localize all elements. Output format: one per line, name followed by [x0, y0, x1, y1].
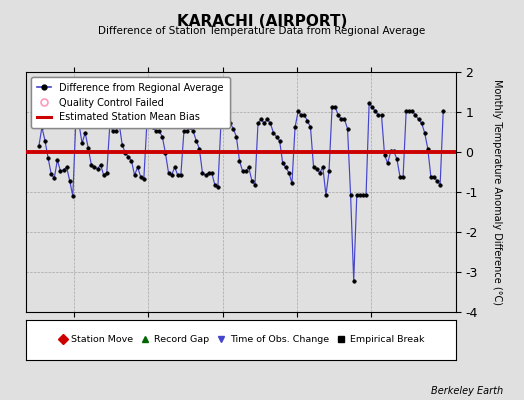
Y-axis label: Monthly Temperature Anomaly Difference (°C): Monthly Temperature Anomaly Difference (…: [492, 79, 502, 305]
Text: Berkeley Earth: Berkeley Earth: [431, 386, 503, 396]
Legend: Station Move, Record Gap, Time of Obs. Change, Empirical Break: Station Move, Record Gap, Time of Obs. C…: [55, 333, 427, 347]
Text: Difference of Station Temperature Data from Regional Average: Difference of Station Temperature Data f…: [99, 26, 425, 36]
Text: KARACHI (AIRPORT): KARACHI (AIRPORT): [177, 14, 347, 29]
Legend: Difference from Regional Average, Quality Control Failed, Estimated Station Mean: Difference from Regional Average, Qualit…: [31, 77, 230, 128]
